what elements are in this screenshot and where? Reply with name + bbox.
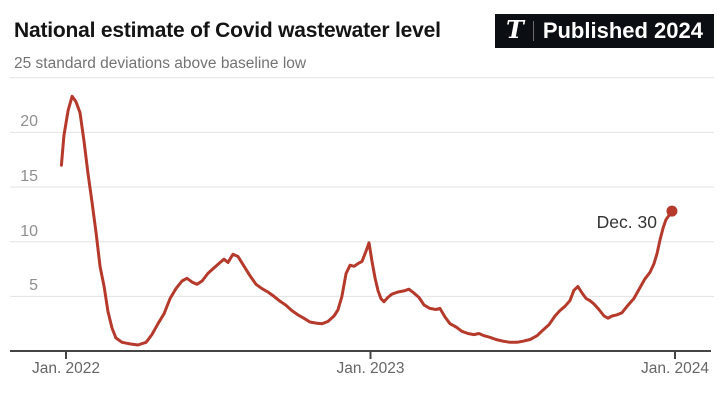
- chart-title: National estimate of Covid wastewater le…: [14, 19, 441, 42]
- x-axis-label: Jan. 2023: [336, 360, 405, 377]
- y-axis-label-10: 10: [20, 222, 38, 240]
- endpoint-dot: [666, 205, 678, 217]
- published-badge: T Published 2024: [494, 14, 714, 48]
- chart-subtitle: 25 standard deviations above baseline lo…: [14, 55, 307, 72]
- y-axis-label-20: 20: [20, 113, 38, 131]
- annotation-label: Dec. 30: [596, 212, 657, 233]
- y-axis-label-15: 15: [20, 168, 38, 186]
- badge-separator: [532, 21, 534, 41]
- y-axis-label-5: 5: [29, 277, 38, 295]
- covid-line-series: [59, 94, 674, 347]
- published-badge-label: Published 2024: [542, 18, 703, 43]
- x-axis-label: Jan. 2024: [640, 360, 710, 377]
- nyt-logo-icon: T: [505, 15, 524, 44]
- x-axis-label: Jan. 2022: [31, 360, 101, 377]
